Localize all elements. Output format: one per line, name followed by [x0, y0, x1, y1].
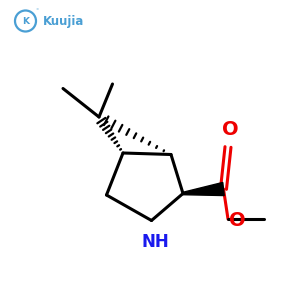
- Text: O: O: [222, 120, 239, 139]
- Text: °: °: [35, 8, 38, 13]
- Text: K: K: [22, 16, 29, 26]
- Text: Kuujia: Kuujia: [43, 14, 84, 28]
- Text: NH: NH: [141, 233, 169, 251]
- Polygon shape: [183, 182, 224, 196]
- Text: O: O: [230, 211, 246, 230]
